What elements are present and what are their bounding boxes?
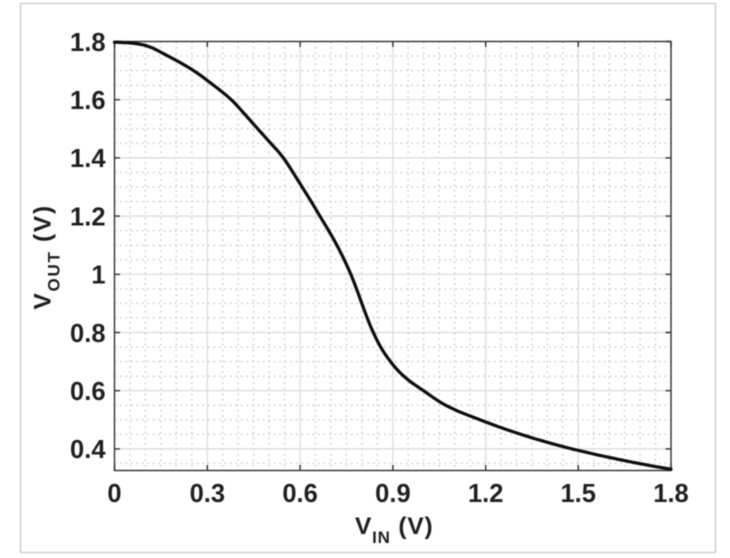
svg-text:0.3: 0.3: [190, 480, 225, 508]
svg-text:0.6: 0.6: [282, 480, 317, 508]
svg-text:1.2: 1.2: [70, 203, 105, 231]
svg-text:0.6: 0.6: [70, 378, 105, 406]
svg-text:1.4: 1.4: [70, 145, 106, 173]
svg-text:1.5: 1.5: [560, 480, 595, 508]
svg-text:1.8: 1.8: [653, 480, 688, 508]
svg-text:1.8: 1.8: [70, 29, 105, 57]
svg-text:0: 0: [107, 480, 121, 508]
svg-text:1.2: 1.2: [468, 480, 503, 508]
svg-text:1.6: 1.6: [70, 87, 105, 115]
svg-text:0.8: 0.8: [70, 320, 105, 348]
svg-text:1: 1: [91, 262, 105, 290]
svg-text:0.4: 0.4: [70, 436, 106, 464]
svg-text:0.9: 0.9: [375, 480, 410, 508]
